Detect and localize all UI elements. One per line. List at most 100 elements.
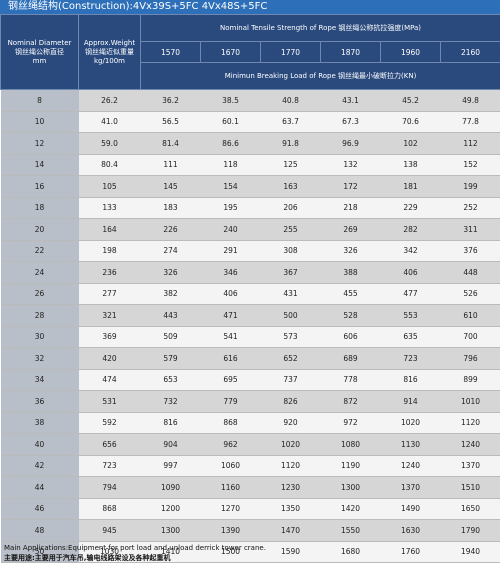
table-row: 40 656 904 962 1020 1080 1130 1240 bbox=[0, 433, 500, 456]
cell: 656 bbox=[78, 433, 141, 456]
cell: 236 bbox=[78, 261, 141, 284]
cell: 1120 bbox=[440, 412, 500, 434]
cell: 689 bbox=[320, 347, 381, 370]
cell: 872 bbox=[320, 390, 381, 413]
cell: 183 bbox=[140, 197, 201, 219]
cell: 1790 bbox=[440, 519, 500, 542]
cell: 868 bbox=[78, 498, 141, 520]
cell: 477 bbox=[380, 283, 441, 305]
cell: 163 bbox=[260, 175, 321, 198]
cell: 86.6 bbox=[200, 132, 261, 155]
cell: 195 bbox=[200, 197, 261, 219]
cell: 46 bbox=[0, 498, 79, 520]
cell: 528 bbox=[320, 304, 381, 327]
cell: 376 bbox=[440, 240, 500, 262]
table-row: 20 164 226 240 255 269 282 311 bbox=[0, 218, 500, 241]
cell: 635 bbox=[380, 326, 441, 348]
title-bar: 钢丝绳结构(Construction):4Vx39S+5FC 4Vx48S+5F… bbox=[0, 0, 500, 14]
table-row: 28 321 443 471 500 528 553 610 bbox=[0, 304, 500, 327]
cell: 1230 bbox=[260, 476, 321, 499]
cell: 1240 bbox=[380, 455, 441, 477]
grade: 1960 bbox=[380, 41, 441, 63]
cell: 779 bbox=[200, 390, 261, 413]
cell: 38.5 bbox=[200, 89, 261, 112]
cell: 26 bbox=[0, 283, 79, 305]
table-row: 36 531 732 779 826 872 914 1010 bbox=[0, 390, 500, 413]
grade: 1870 bbox=[320, 41, 381, 63]
cell: 8 bbox=[0, 89, 79, 112]
cell: 972 bbox=[320, 412, 381, 434]
cell: 36 bbox=[0, 390, 79, 413]
cell: 152 bbox=[440, 154, 500, 176]
cell: 579 bbox=[140, 347, 201, 370]
cell: 406 bbox=[200, 283, 261, 305]
cell: 56.5 bbox=[140, 111, 201, 133]
cell: 945 bbox=[78, 519, 141, 542]
cell: 723 bbox=[380, 347, 441, 370]
footer: Main Applications:Equipment for port loa… bbox=[4, 543, 266, 563]
cell: 610 bbox=[440, 304, 500, 327]
cell: 42 bbox=[0, 455, 79, 477]
cell: 388 bbox=[320, 261, 381, 284]
cell: 274 bbox=[140, 240, 201, 262]
cell: 43.1 bbox=[320, 89, 381, 112]
cell: 653 bbox=[140, 369, 201, 391]
grade: 1770 bbox=[260, 41, 321, 63]
cell: 60.1 bbox=[200, 111, 261, 133]
table-row: 50 1030 1410 1500 1590 1680 1760 1940 bbox=[0, 541, 500, 563]
cell: 509 bbox=[140, 326, 201, 348]
cell: 226 bbox=[140, 218, 201, 241]
cell: 164 bbox=[78, 218, 141, 241]
cell: 38 bbox=[0, 412, 79, 434]
grade: 1670 bbox=[200, 41, 261, 63]
cell: 44 bbox=[0, 476, 79, 499]
cell: 198 bbox=[78, 240, 141, 262]
cell: 1650 bbox=[440, 498, 500, 520]
cell: 105 bbox=[78, 175, 141, 198]
cell: 914 bbox=[380, 390, 441, 413]
cell: 723 bbox=[78, 455, 141, 477]
cell: 326 bbox=[140, 261, 201, 284]
cell: 382 bbox=[140, 283, 201, 305]
cell: 252 bbox=[440, 197, 500, 219]
cell: 737 bbox=[260, 369, 321, 391]
cell: 1420 bbox=[320, 498, 381, 520]
table-row: 18 133 183 195 206 218 229 252 bbox=[0, 197, 500, 219]
cell: 431 bbox=[260, 283, 321, 305]
cell: 1550 bbox=[320, 519, 381, 542]
cell: 1060 bbox=[200, 455, 261, 477]
cell: 367 bbox=[260, 261, 321, 284]
cell: 526 bbox=[440, 283, 500, 305]
cell: 34 bbox=[0, 369, 79, 391]
cell: 471 bbox=[200, 304, 261, 327]
cell: 1370 bbox=[380, 476, 441, 499]
cell: 1390 bbox=[200, 519, 261, 542]
table-row: 30 369 509 541 573 606 635 700 bbox=[0, 326, 500, 348]
cell: 443 bbox=[140, 304, 201, 327]
cell: 154 bbox=[200, 175, 261, 198]
cell: 1940 bbox=[440, 541, 500, 563]
cell: 229 bbox=[380, 197, 441, 219]
cell: 794 bbox=[78, 476, 141, 499]
cell: 291 bbox=[200, 240, 261, 262]
cell: 77.8 bbox=[440, 111, 500, 133]
cell: 18 bbox=[0, 197, 79, 219]
table-row: 42 723 997 1060 1120 1190 1240 1370 bbox=[0, 455, 500, 477]
cell: 406 bbox=[380, 261, 441, 284]
cell: 81.4 bbox=[140, 132, 201, 155]
cell: 45.2 bbox=[380, 89, 441, 112]
header-line: 钢丝绳近似重量 bbox=[85, 47, 134, 56]
cell: 1270 bbox=[200, 498, 261, 520]
cell: 1240 bbox=[440, 433, 500, 456]
table-row: 32 420 579 616 652 689 723 796 bbox=[0, 347, 500, 370]
cell: 1490 bbox=[380, 498, 441, 520]
cell: 138 bbox=[380, 154, 441, 176]
cell: 904 bbox=[140, 433, 201, 456]
cell: 96.9 bbox=[320, 132, 381, 155]
cell: 282 bbox=[380, 218, 441, 241]
cell: 28 bbox=[0, 304, 79, 327]
cell: 816 bbox=[380, 369, 441, 391]
cell: 26.2 bbox=[78, 89, 141, 112]
cell: 592 bbox=[78, 412, 141, 434]
cell: 531 bbox=[78, 390, 141, 413]
